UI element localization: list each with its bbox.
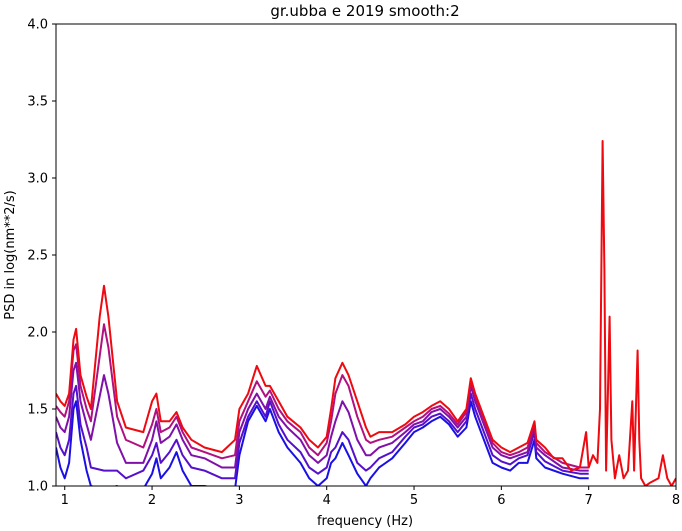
x-axis-label: frequency (Hz) — [317, 514, 413, 529]
y-tick-label: 4.0 — [27, 18, 48, 33]
x-tick-label: 4 — [323, 493, 331, 508]
y-tick-label: 3.0 — [27, 172, 48, 187]
x-tick-label: 2 — [148, 493, 156, 508]
series-line-2 — [56, 384, 589, 480]
x-tick-label: 3 — [235, 493, 243, 508]
y-axis-label: PSD in log(nm**2/s) — [3, 190, 18, 320]
x-tick-label: 7 — [585, 493, 593, 508]
x-axis: 1 2 3 4 5 6 7 8 — [61, 486, 680, 508]
y-axis: 1.0 1.5 2.0 2.5 3.0 3.5 4.0 — [27, 18, 56, 495]
series-line-5 — [56, 140, 676, 486]
x-tick-label: 5 — [410, 493, 418, 508]
chart-title: gr.ubba e 2019 smooth:2 — [270, 2, 459, 20]
series-line-4 — [56, 323, 589, 469]
series-line-1 — [56, 400, 589, 486]
series-layer — [56, 140, 676, 486]
y-tick-label: 1.5 — [27, 403, 48, 418]
y-tick-label: 2.0 — [27, 326, 48, 341]
x-tick-label: 1 — [61, 493, 69, 508]
y-tick-label: 3.5 — [27, 95, 48, 110]
y-tick-label: 2.5 — [27, 249, 48, 264]
x-tick-label: 6 — [497, 493, 505, 508]
y-tick-label: 1.0 — [27, 480, 48, 495]
x-tick-label: 8 — [672, 493, 680, 508]
series-line-3 — [56, 361, 589, 472]
